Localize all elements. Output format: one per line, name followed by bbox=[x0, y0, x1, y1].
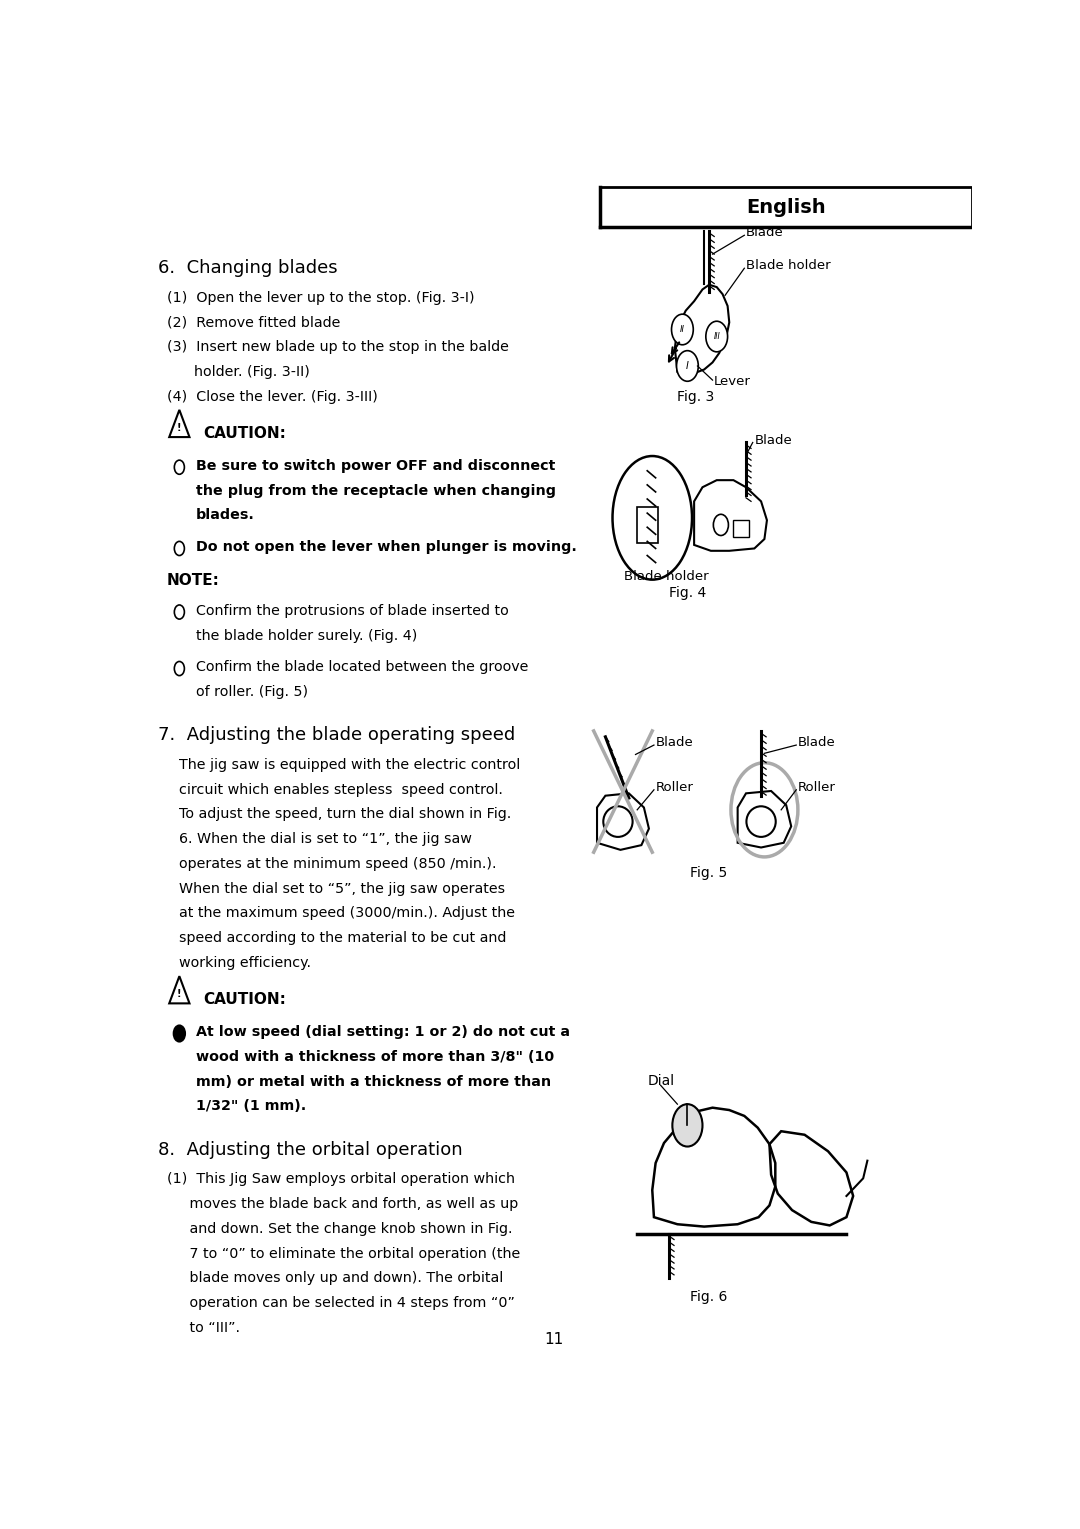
Text: Blade holder: Blade holder bbox=[746, 260, 831, 272]
Text: At low speed (dial setting: 1 or 2) do not cut a: At low speed (dial setting: 1 or 2) do n… bbox=[197, 1026, 570, 1040]
Text: The jig saw is equipped with the electric control: The jig saw is equipped with the electri… bbox=[179, 758, 521, 772]
Text: (4)  Close the lever. (Fig. 3-III): (4) Close the lever. (Fig. 3-III) bbox=[166, 390, 378, 404]
Text: I: I bbox=[686, 361, 689, 372]
Text: moves the blade back and forth, as well as up: moves the blade back and forth, as well … bbox=[166, 1197, 518, 1211]
Text: the blade holder surely. (Fig. 4): the blade holder surely. (Fig. 4) bbox=[197, 628, 418, 642]
Text: Fig. 5: Fig. 5 bbox=[690, 867, 727, 881]
Circle shape bbox=[706, 321, 728, 352]
FancyBboxPatch shape bbox=[599, 187, 972, 226]
Text: circuit which enables stepless  speed control.: circuit which enables stepless speed con… bbox=[179, 783, 503, 797]
Circle shape bbox=[174, 662, 185, 676]
Circle shape bbox=[174, 605, 185, 619]
Text: (1)  Open the lever up to the stop. (Fig. 3-I): (1) Open the lever up to the stop. (Fig.… bbox=[166, 291, 474, 304]
Text: When the dial set to “5”, the jig saw operates: When the dial set to “5”, the jig saw op… bbox=[179, 882, 505, 896]
Text: Blade holder: Blade holder bbox=[624, 570, 708, 583]
Circle shape bbox=[676, 350, 699, 381]
Text: and down. Set the change knob shown in Fig.: and down. Set the change knob shown in F… bbox=[166, 1222, 512, 1235]
Text: blade moves only up and down). The orbital: blade moves only up and down). The orbit… bbox=[166, 1271, 503, 1286]
Text: Confirm the protrusions of blade inserted to: Confirm the protrusions of blade inserte… bbox=[197, 604, 509, 618]
Text: 7 to “0” to eliminate the orbital operation (the: 7 to “0” to eliminate the orbital operat… bbox=[166, 1246, 521, 1260]
Text: Roller: Roller bbox=[656, 781, 693, 794]
Text: operation can be selected in 4 steps from “0”: operation can be selected in 4 steps fro… bbox=[166, 1297, 515, 1310]
Text: 6. When the dial is set to “1”, the jig saw: 6. When the dial is set to “1”, the jig … bbox=[179, 832, 472, 846]
Text: at the maximum speed (3000/min.). Adjust the: at the maximum speed (3000/min.). Adjust… bbox=[179, 907, 515, 920]
Text: Blade: Blade bbox=[746, 226, 784, 240]
Text: the plug from the receptacle when changing: the plug from the receptacle when changi… bbox=[197, 483, 556, 498]
Bar bbox=[637, 508, 658, 543]
Text: Blade: Blade bbox=[754, 434, 792, 446]
Text: blades.: blades. bbox=[197, 509, 255, 523]
Text: (3)  Insert new blade up to the stop in the balde: (3) Insert new blade up to the stop in t… bbox=[166, 339, 509, 355]
Text: 8.  Adjusting the orbital operation: 8. Adjusting the orbital operation bbox=[159, 1141, 463, 1159]
Text: mm) or metal with a thickness of more than: mm) or metal with a thickness of more th… bbox=[197, 1075, 551, 1089]
Text: Roller: Roller bbox=[798, 781, 836, 794]
Text: (1)  This Jig Saw employs orbital operation which: (1) This Jig Saw employs orbital operati… bbox=[166, 1173, 515, 1187]
Text: Dial: Dial bbox=[647, 1073, 674, 1087]
Text: operates at the minimum speed (850 /min.).: operates at the minimum speed (850 /min.… bbox=[179, 856, 497, 872]
Circle shape bbox=[672, 313, 693, 344]
Text: Fig. 3: Fig. 3 bbox=[677, 390, 714, 404]
Text: Blade: Blade bbox=[798, 735, 836, 749]
Text: 7.  Adjusting the blade operating speed: 7. Adjusting the blade operating speed bbox=[159, 726, 515, 745]
Text: !: ! bbox=[177, 989, 181, 1000]
Circle shape bbox=[174, 460, 185, 474]
Text: Do not open the lever when plunger is moving.: Do not open the lever when plunger is mo… bbox=[197, 540, 577, 553]
Text: working efficiency.: working efficiency. bbox=[179, 956, 311, 969]
Text: Confirm the blade located between the groove: Confirm the blade located between the gr… bbox=[197, 661, 528, 674]
Text: 11: 11 bbox=[544, 1332, 563, 1347]
Text: Lever: Lever bbox=[714, 375, 751, 388]
Text: 1/32" (1 mm).: 1/32" (1 mm). bbox=[197, 1099, 307, 1113]
Text: III: III bbox=[713, 332, 720, 341]
Circle shape bbox=[174, 1026, 186, 1041]
Text: holder. (Fig. 3-II): holder. (Fig. 3-II) bbox=[166, 365, 310, 379]
Text: !: ! bbox=[177, 424, 181, 433]
Text: CAUTION:: CAUTION: bbox=[204, 427, 286, 440]
Text: Be sure to switch power OFF and disconnect: Be sure to switch power OFF and disconne… bbox=[197, 459, 555, 472]
Text: CAUTION:: CAUTION: bbox=[204, 992, 286, 1008]
Text: 6.  Changing blades: 6. Changing blades bbox=[159, 258, 338, 277]
Text: Blade: Blade bbox=[656, 735, 693, 749]
Text: of roller. (Fig. 5): of roller. (Fig. 5) bbox=[197, 685, 308, 699]
Text: Fig. 4: Fig. 4 bbox=[669, 586, 706, 599]
Text: Fig. 6: Fig. 6 bbox=[690, 1290, 727, 1304]
Bar bbox=[733, 520, 748, 537]
Text: English: English bbox=[746, 197, 826, 217]
Text: (2)  Remove fitted blade: (2) Remove fitted blade bbox=[166, 315, 340, 329]
Circle shape bbox=[174, 541, 185, 555]
Text: wood with a thickness of more than 3/8" (10: wood with a thickness of more than 3/8" … bbox=[197, 1050, 554, 1064]
Text: NOTE:: NOTE: bbox=[166, 573, 219, 589]
Circle shape bbox=[673, 1104, 702, 1147]
Text: speed according to the material to be cut and: speed according to the material to be cu… bbox=[179, 931, 507, 945]
Text: To adjust the speed, turn the dial shown in Fig.: To adjust the speed, turn the dial shown… bbox=[179, 807, 512, 821]
Text: II: II bbox=[680, 326, 685, 333]
Text: to “III”.: to “III”. bbox=[166, 1321, 240, 1335]
Circle shape bbox=[714, 514, 728, 535]
